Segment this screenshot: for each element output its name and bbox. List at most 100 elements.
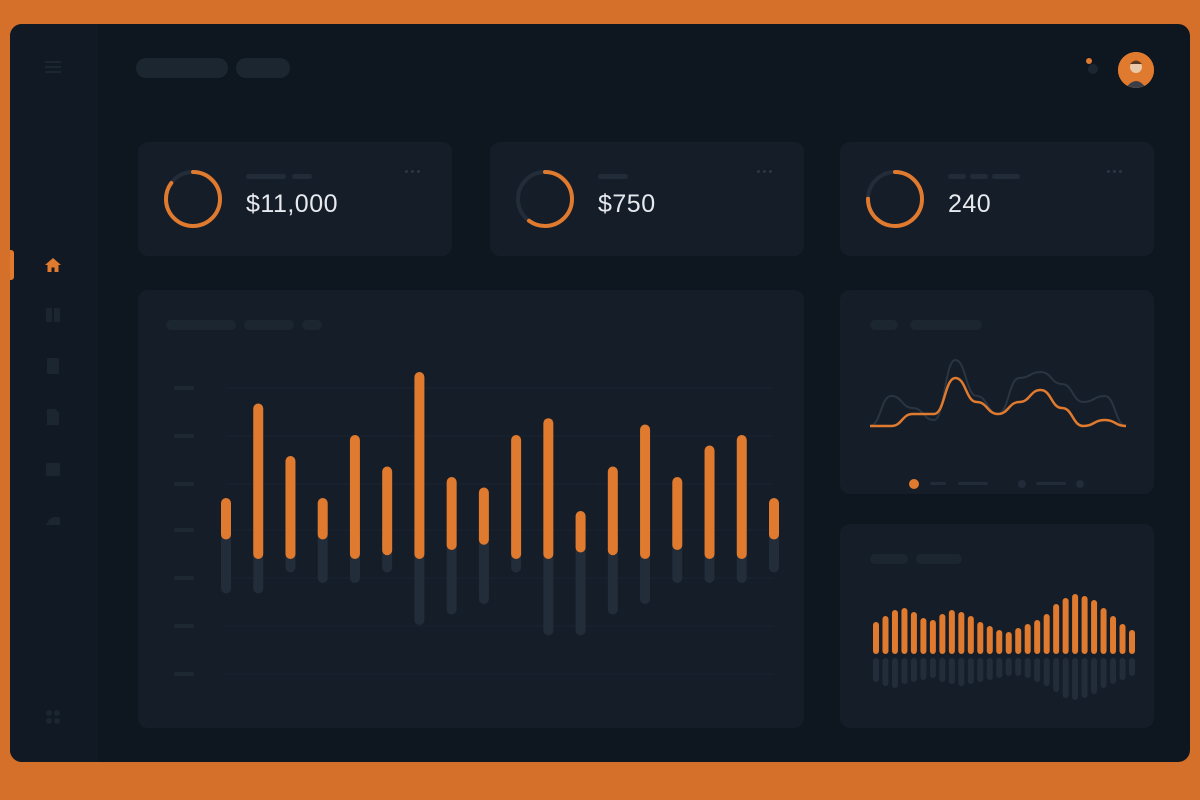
chart-subtitle-placeholder — [916, 554, 962, 564]
grid-icon[interactable] — [44, 306, 62, 324]
legend-label — [1036, 482, 1066, 485]
lower-bar — [948, 658, 955, 684]
y-tick-label — [174, 624, 194, 628]
lower-bar — [977, 658, 984, 682]
lower-bar — [1024, 658, 1031, 678]
line-chart-card — [840, 290, 1154, 494]
upper-bar — [1015, 628, 1022, 654]
upper-bar — [891, 610, 898, 654]
main-chart-card — [138, 290, 804, 728]
avatar[interactable] — [1118, 52, 1154, 88]
progress-ring — [516, 170, 574, 228]
avatar-icon — [1118, 52, 1154, 88]
upper-bar — [1062, 598, 1069, 654]
home-icon[interactable] — [44, 256, 62, 274]
upper-bar — [929, 620, 936, 654]
upper-bar — [948, 610, 955, 654]
lower-bar — [1129, 658, 1135, 676]
legend-label — [958, 482, 988, 485]
upper-bar — [1024, 624, 1031, 654]
y-tick-label — [174, 576, 194, 580]
upper-bar — [1043, 614, 1050, 654]
lower-bar — [967, 658, 974, 684]
upper-bar — [967, 616, 974, 654]
lower-bar — [1091, 658, 1098, 694]
upper-bar — [1110, 616, 1117, 654]
chart-subtitle-placeholder — [910, 320, 982, 330]
upper-bar — [1091, 600, 1098, 654]
chart-title-placeholder — [166, 320, 236, 330]
menu-icon[interactable] — [44, 58, 62, 76]
upper-bar — [910, 612, 917, 654]
apps-icon[interactable] — [44, 708, 62, 726]
more-icon[interactable] — [757, 170, 772, 173]
more-icon[interactable] — [405, 170, 420, 173]
upper-bar — [1005, 632, 1012, 654]
chart-tag-placeholder — [302, 320, 322, 330]
line-chart — [869, 358, 1127, 489]
lower-bar — [1110, 658, 1117, 684]
upper-bar — [977, 622, 984, 654]
lower-bar — [901, 658, 908, 684]
upper-bar — [958, 612, 965, 654]
y-tick-label — [174, 672, 194, 676]
lower-bar — [920, 658, 927, 680]
series-line-primary — [870, 376, 1127, 428]
legend-marker — [1018, 480, 1026, 488]
lower-bar — [882, 658, 889, 686]
lower-bar — [1015, 658, 1022, 676]
upper-bar — [920, 618, 927, 654]
small-bar-chart-card — [840, 524, 1154, 728]
lower-bar — [958, 658, 965, 686]
more-icon[interactable] — [1107, 170, 1122, 173]
kpi-label-placeholder — [948, 174, 966, 179]
progress-ring — [866, 170, 924, 228]
y-tick-label — [174, 386, 194, 390]
legend-label — [930, 482, 946, 485]
lower-bar — [1053, 658, 1060, 692]
kpi-value: 240 — [948, 190, 992, 218]
sidebar — [10, 24, 98, 762]
upper-bar — [1072, 594, 1079, 654]
kpi-card[interactable]: $750 — [490, 142, 804, 256]
upper-bar — [901, 608, 908, 654]
lower-bar — [929, 658, 936, 678]
main-bar-chart — [174, 372, 779, 676]
upper-bar — [1081, 596, 1088, 654]
calendar-icon[interactable] — [44, 460, 62, 478]
kpi-label-placeholder — [292, 174, 312, 179]
upper-bar — [996, 630, 1003, 654]
kpi-value: $11,000 — [246, 190, 339, 218]
dashboard-window: $11,000 $750 240 — [10, 24, 1190, 762]
kpi-card[interactable]: $11,000 — [138, 142, 452, 256]
upper-bar — [1129, 630, 1135, 654]
kpi-card[interactable]: 240 — [840, 142, 1154, 256]
kpi-value: $750 — [598, 190, 656, 218]
notification-badge — [1086, 58, 1092, 64]
header-subtitle-placeholder — [236, 58, 290, 78]
lower-bar — [986, 658, 993, 680]
lower-bar — [996, 658, 1003, 678]
lower-bar — [1034, 658, 1041, 682]
upper-bar — [873, 622, 879, 654]
chart-title-placeholder — [870, 320, 898, 330]
chart-title-placeholder — [870, 554, 908, 564]
kpi-label-placeholder — [970, 174, 988, 179]
upper-bar — [986, 626, 993, 654]
chart-subtitle-placeholder — [244, 320, 294, 330]
progress-ring — [164, 170, 222, 228]
legend-marker — [909, 479, 919, 489]
notification-icon[interactable] — [1088, 64, 1098, 74]
upper-bar — [1119, 624, 1126, 654]
kpi-label-placeholder — [598, 174, 628, 179]
file-icon[interactable] — [44, 408, 62, 426]
small-bar-chart — [873, 594, 1135, 700]
lower-bar — [873, 658, 879, 682]
lower-bar — [1072, 658, 1079, 700]
chart-icon[interactable] — [44, 510, 62, 528]
document-icon[interactable] — [44, 357, 62, 375]
kpi-label-placeholder — [246, 174, 286, 179]
upper-bar — [1100, 608, 1107, 654]
upper-bar — [1053, 604, 1060, 654]
upper-bar — [939, 614, 946, 654]
